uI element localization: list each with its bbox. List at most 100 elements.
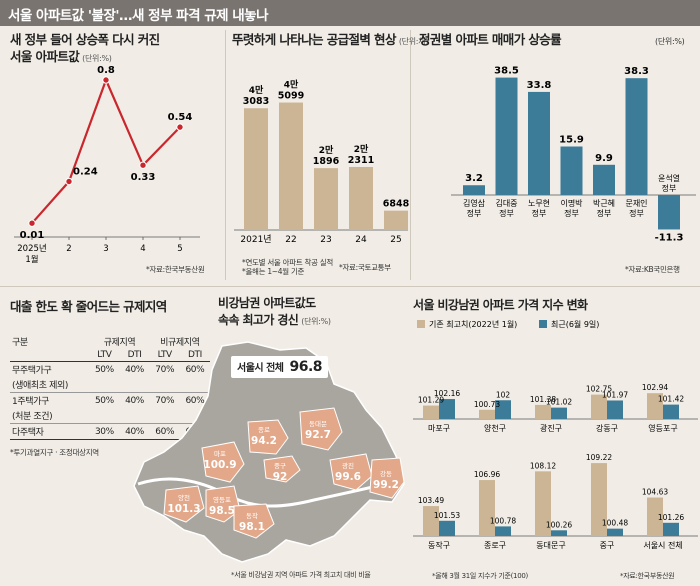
x-tick-label: 정부 — [662, 183, 677, 193]
panel6-note: *올해 3월 31일 지수가 기준(100) — [432, 572, 528, 580]
data-label: 2만 — [354, 143, 369, 155]
bar — [349, 166, 373, 230]
data-label-prev: 103.49 — [418, 496, 444, 505]
bar-prev — [647, 497, 663, 536]
district-value: 100.9 — [203, 459, 236, 471]
panel2-note1: *연도별 서울 아파트 착공 실적 — [242, 258, 333, 267]
bar-curr — [495, 400, 511, 419]
col-group-unregulated: 비규제지역 — [160, 338, 200, 348]
bar-curr — [663, 522, 679, 536]
data-label-prev: 106.96 — [474, 470, 500, 479]
bar-curr — [551, 407, 567, 419]
x-tick-label: 24 — [355, 235, 367, 245]
table-header-row: 구분 규제지역 비규제지역 — [10, 334, 210, 349]
district-mapo — [201, 441, 245, 483]
bar — [463, 185, 485, 195]
x-tick-label: 중구 — [600, 541, 615, 550]
district-yeongdeungpo — [205, 485, 241, 523]
data-label: -11.3 — [655, 232, 684, 243]
han-river — [137, 477, 403, 508]
data-label: 2만 — [319, 144, 334, 156]
panel3-source: *자료:KB국민은행 — [625, 265, 680, 274]
total-label: 서울시 전체 — [237, 363, 284, 374]
district-name: 중구 — [274, 462, 286, 470]
bar — [658, 195, 680, 230]
district-name: 동대문 — [309, 420, 327, 428]
bar — [314, 168, 338, 230]
header-bar: 서울 아파트값 '불장'…새 정부 파격 규제 내놓나 — [0, 0, 700, 26]
regulation-table: 구분 규제지역 비규제지역 LTV DTI LTV DTI 무주택가구 50% … — [10, 334, 210, 440]
district-value: 98.1 — [239, 521, 265, 533]
panel5-source: *서울 비강남권 지역 아파트 가격 최고치 대비 비율 — [231, 571, 371, 579]
bar-prev — [535, 471, 551, 536]
data-label: 0.54 — [168, 112, 193, 123]
x-tick-label: 영등포구 — [648, 423, 677, 433]
x-tick-label: 정부 — [597, 208, 612, 218]
data-label: 4만 — [284, 79, 299, 91]
panel5-unit: (단위:%) — [301, 317, 331, 326]
bar-curr — [663, 404, 679, 419]
district-yangcheon — [163, 485, 205, 523]
bar — [593, 164, 615, 195]
panel1-title-line2: 서울 아파트값 (단위:%) — [10, 49, 112, 64]
x-tick-label: 이명박 — [560, 198, 583, 208]
bar-curr — [439, 520, 455, 536]
data-label-curr: 102.16 — [434, 389, 460, 398]
data-label-prev: 101.29 — [418, 396, 444, 405]
x-tick-label: 김대중 — [495, 198, 517, 208]
panel3-title: 정권별 아파트 매매가 상승률 — [419, 32, 562, 47]
table-row: 1주택가구 50% 40% 70% 60% — [12, 395, 205, 408]
district-value: 99.2 — [373, 479, 399, 491]
data-label-curr: 101.97 — [602, 390, 628, 399]
district-value: 94.2 — [251, 435, 277, 447]
x-tick-label: 종로구 — [484, 541, 506, 550]
data-label-curr: 101.53 — [434, 511, 460, 520]
data-label: 2311 — [348, 155, 374, 166]
total-callout: 서울시 전체 96.8 — [231, 356, 329, 378]
x-tick-label: 1월 — [25, 254, 38, 265]
district-name: 영등포 — [213, 495, 231, 504]
x-tick-label: 양천구 — [484, 423, 506, 433]
divider — [0, 286, 700, 287]
divider — [410, 30, 411, 280]
panel6-title: 서울 비강남권 아파트 가격 지수 변화 — [413, 298, 588, 312]
x-tick-label: 윤석열 — [658, 173, 680, 183]
data-label-prev: 100.73 — [474, 400, 500, 409]
panel2-title: 뚜렷하게 나타나는 공급절벽 현상 (단위:채) — [232, 32, 429, 47]
district-value: 92 — [273, 471, 288, 483]
x-tick-label: 3 — [103, 244, 108, 254]
table-subheader-row: LTV DTI LTV DTI — [10, 349, 210, 362]
data-label: 0.33 — [131, 172, 156, 183]
col-group-regulated: 규제지역 — [103, 338, 136, 348]
bar-curr — [439, 399, 455, 419]
data-label-curr: 101.42 — [658, 395, 684, 404]
district-name: 동작 — [246, 511, 258, 520]
panel2-source: *자료:국토교통부 — [339, 263, 391, 272]
sub-dti: DTI — [127, 350, 142, 360]
panel2-unit: (단위:채) — [398, 37, 429, 46]
data-label: 15.9 — [559, 135, 584, 146]
district-gwangjin — [329, 453, 373, 491]
sub-ltv: LTV — [97, 350, 112, 360]
bar-prev — [423, 405, 439, 419]
legend-swatch-prev — [417, 320, 425, 328]
x-tick-label: 정부 — [499, 208, 514, 218]
bar — [625, 78, 648, 195]
x-tick-label: 정부 — [629, 208, 644, 218]
district-value: 92.7 — [305, 429, 331, 441]
data-label: 5099 — [278, 91, 304, 102]
district-gangdong — [369, 457, 405, 499]
bar-curr — [607, 528, 623, 536]
data-label-prev: 102.75 — [586, 385, 612, 394]
data-label-curr: 102 — [496, 390, 511, 399]
district-name: 강동 — [380, 469, 392, 478]
data-label: 38.5 — [494, 66, 519, 77]
district-name: 종로 — [258, 426, 270, 434]
bar — [384, 210, 408, 230]
district-dongdaemun — [299, 407, 343, 451]
district-name: 양천 — [178, 493, 190, 502]
table-row-sub: (처분 조건) — [10, 408, 210, 424]
bar-prev — [479, 480, 495, 536]
bar-curr — [607, 400, 623, 419]
